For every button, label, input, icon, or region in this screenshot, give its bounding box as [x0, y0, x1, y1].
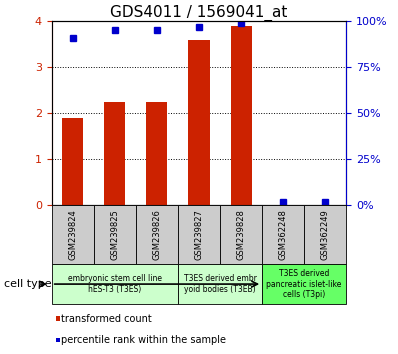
Bar [52, 264, 178, 304]
Text: GSM239824: GSM239824 [68, 209, 77, 260]
Bar [56, 338, 60, 342]
Bar [262, 205, 304, 264]
Bar [52, 205, 94, 264]
Bar [56, 316, 60, 321]
Bar [94, 205, 136, 264]
Bar [104, 102, 125, 205]
Bar [178, 264, 262, 304]
Text: transformed count: transformed count [61, 314, 152, 324]
Text: GSM239827: GSM239827 [195, 209, 203, 260]
Bar [189, 40, 209, 205]
Title: GDS4011 / 1569041_at: GDS4011 / 1569041_at [110, 5, 288, 21]
Text: T3ES derived
pancreatic islet-like
cells (T3pi): T3ES derived pancreatic islet-like cells… [267, 269, 342, 299]
Text: GSM239826: GSM239826 [152, 209, 162, 260]
Text: GSM239828: GSM239828 [236, 209, 246, 260]
Text: GSM239825: GSM239825 [110, 209, 119, 260]
Bar [136, 205, 178, 264]
Bar [262, 264, 346, 304]
Text: T3ES derived embr
yoid bodies (T3EB): T3ES derived embr yoid bodies (T3EB) [183, 274, 256, 294]
Text: GSM362249: GSM362249 [321, 209, 330, 260]
Text: GSM362248: GSM362248 [279, 209, 288, 260]
Text: cell type: cell type [4, 279, 52, 289]
Text: percentile rank within the sample: percentile rank within the sample [61, 335, 226, 345]
Bar [220, 205, 262, 264]
Text: embryonic stem cell line
hES-T3 (T3ES): embryonic stem cell line hES-T3 (T3ES) [68, 274, 162, 294]
Bar [230, 26, 252, 205]
Bar [146, 102, 168, 205]
Bar [62, 118, 83, 205]
Bar [304, 205, 346, 264]
Bar [178, 205, 220, 264]
